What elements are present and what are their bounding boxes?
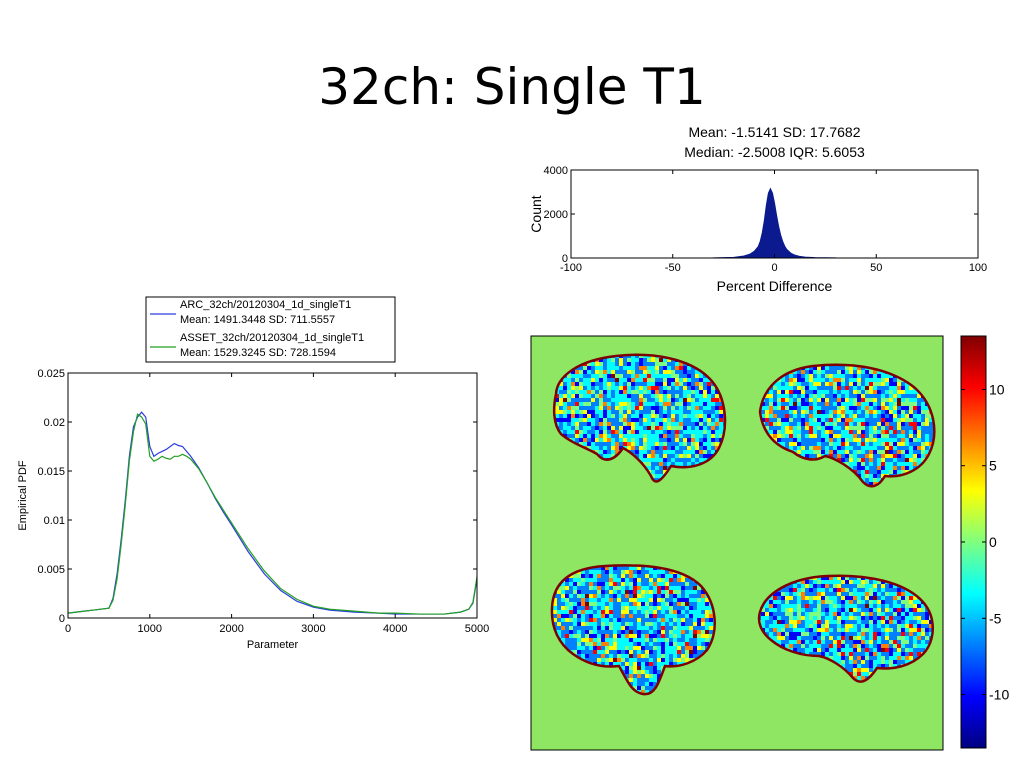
pdf-legend: ARC_32ch/20120304_1d_singleT1 Mean: 1491.…	[145, 296, 396, 363]
colorbar-tick-label: 10	[989, 381, 1005, 397]
pdf-series-lines	[67, 411, 478, 615]
pdf-series-line-1	[67, 411, 478, 615]
pdf-y-tick-label: 0	[59, 613, 65, 625]
histogram-x-tick-label: -100	[560, 262, 582, 274]
pdf-y-tick-label: 0.025	[37, 368, 65, 380]
colorbar-tick-label: -5	[989, 610, 1002, 626]
pdf-series-line-2	[67, 413, 478, 615]
pdf-legend-name: ASSET_32ch/20120304_1d_singleT1	[180, 332, 364, 344]
histogram-y-label: Count	[528, 195, 544, 232]
pdf-x-ticks: 0 1000 2000 3000 4000 5000	[65, 373, 489, 635]
pdf-x-tick-label: 3000	[301, 623, 325, 635]
pdf-x-tick-label: 0	[65, 623, 71, 635]
pdf-chart: ARC_32ch/20120304_1d_singleT1 Mean: 1491.…	[17, 296, 489, 651]
pdf-y-tick-label: 0.01	[44, 515, 65, 527]
pdf-y-tick-label: 0.005	[37, 564, 65, 576]
histogram-y-tick-label: 0	[562, 253, 568, 265]
pdf-x-tick-label: 4000	[383, 623, 407, 635]
histogram-title: Mean: -1.5141 SD: 17.7682 Median: -2.5008…	[684, 124, 865, 160]
pdf-y-ticks: 0 0.005 0.01 0.015 0.02 0.025	[37, 368, 477, 625]
slide-title: 32ch: Single T1	[318, 58, 706, 116]
pdf-legend-stats: Mean: 1491.3448 SD: 711.5557	[180, 314, 335, 326]
colorbar-tick-label: 5	[989, 458, 997, 474]
pdf-x-tick-label: 2000	[219, 623, 243, 635]
histogram-area	[712, 187, 837, 259]
pdf-legend-name: ARC_32ch/20120304_1d_singleT1	[180, 299, 351, 311]
brain-slice-outline	[758, 363, 936, 488]
histogram-x-ticks: -100 -50 0 50 100	[560, 170, 987, 274]
histogram-x-tick-label: 0	[771, 262, 777, 274]
histogram-y-ticks: 0 2000 4000	[544, 165, 978, 265]
pdf-x-tick-label: 1000	[138, 623, 162, 635]
difference-map	[530, 335, 944, 751]
histogram-x-tick-label: 50	[870, 262, 882, 274]
pdf-y-label: Empirical PDF	[17, 460, 29, 531]
pdf-legend-box	[145, 296, 396, 363]
pdf-y-tick-label: 0.02	[44, 417, 65, 429]
histogram-x-label: Percent Difference	[717, 278, 833, 294]
histogram-title-line-2: Median: -2.5008 IQR: 5.6053	[684, 144, 865, 160]
pdf-y-tick-label: 0.015	[37, 466, 65, 478]
histogram-title-line-1: Mean: -1.5141 SD: 17.7682	[688, 124, 860, 140]
histogram-x-tick-label: 100	[969, 262, 987, 274]
histogram-x-tick-label: -50	[665, 262, 681, 274]
brain-slice-outline	[552, 353, 727, 483]
pdf-legend-stats: Mean: 1529.3245 SD: 728.1594	[180, 347, 336, 359]
pdf-x-tick-label: 5000	[465, 623, 489, 635]
histogram-y-tick-label: 4000	[544, 165, 568, 177]
colorbar-tick-label: 0	[989, 534, 997, 550]
histogram-y-tick-label: 2000	[544, 209, 568, 221]
histogram-marks	[712, 187, 837, 259]
brain-slice-outline	[550, 564, 716, 696]
pdf-x-label: Parameter	[247, 639, 299, 651]
histogram-chart: Mean: -1.5141 SD: 17.7682 Median: -2.5008…	[528, 124, 987, 294]
colorbar-ticks: 10 5 0 -5 -10	[961, 381, 1009, 703]
colorbar: 10 5 0 -5 -10	[960, 335, 1009, 749]
pdf-frame	[67, 372, 478, 619]
colorbar-tick-label: -10	[989, 687, 1009, 703]
brain-slice-outline	[757, 574, 934, 683]
